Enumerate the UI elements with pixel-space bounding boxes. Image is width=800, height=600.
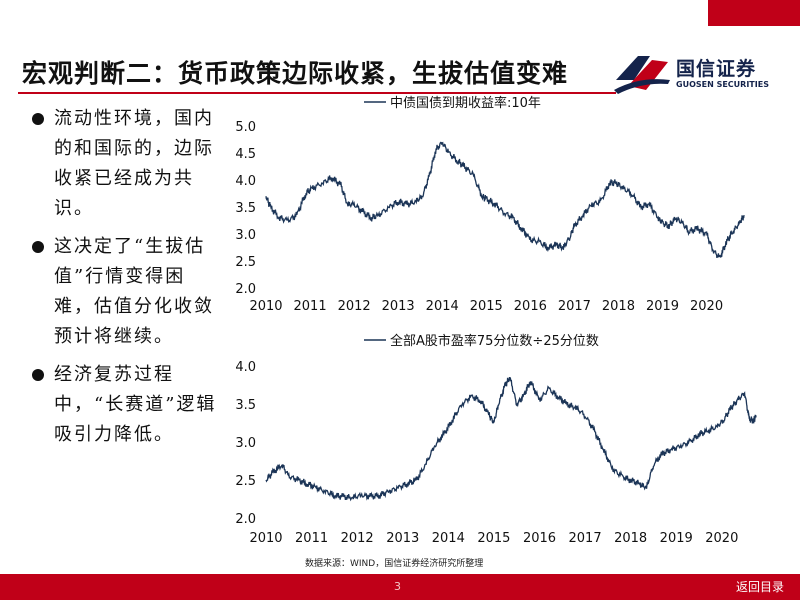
x-tick-label: 2017 — [569, 531, 602, 546]
company-logo: 国信证券 GUOSEN SECURITIES — [612, 50, 792, 98]
bond-yield-chart-svg: 中债国债到期收益率:10年 5.0 4.5 4.0 3.5 3.0 2.5 2.0 2010 20… — [235, 95, 745, 314]
y-tick-label: 5.0 — [235, 120, 256, 135]
x-tick-label: 2015 — [477, 531, 510, 546]
y-tick-label: 2.0 — [235, 512, 256, 527]
bullet-item: 这决定了“生拔估值”行情变得困难，估值分化收敛预计将继续。 — [30, 232, 220, 352]
series-line — [265, 377, 757, 502]
x-tick-label: 2011 — [294, 299, 327, 314]
x-tick-label: 2010 — [249, 299, 282, 314]
slide-title: 宏观判断二：货币政策边际收紧，生拔估值变难 — [22, 59, 569, 88]
logo-name: 国信证券 — [676, 58, 757, 80]
x-tick-label: 2016 — [523, 531, 556, 546]
bullet-dot-icon — [32, 241, 44, 253]
logo-mark-icon — [614, 56, 670, 94]
bullet-dot-icon — [32, 113, 44, 125]
footer-bar — [0, 574, 800, 600]
page-number: 3 — [394, 580, 401, 593]
y-tick-label: 3.0 — [235, 436, 256, 451]
logo-subtitle: GUOSEN SECURITIES — [676, 80, 769, 89]
series-line — [265, 141, 745, 259]
bullet-dot-icon — [32, 369, 44, 381]
x-tick-label: 2013 — [386, 531, 419, 546]
y-tick-label: 2.5 — [235, 255, 256, 270]
x-tick-label: 2013 — [382, 299, 415, 314]
back-to-contents-link[interactable]: 返回目录 — [736, 580, 785, 594]
bullet-text: 流动性环境，国内的和国际的，边际收紧已经成为共识。 — [54, 108, 214, 219]
x-tick-label: 2018 — [602, 299, 635, 314]
bullet-text: 经济复苏过程中，“长赛道”逻辑吸引力降低。 — [54, 364, 217, 445]
x-tick-label: 2012 — [341, 531, 374, 546]
footer-tab — [708, 0, 800, 26]
bullet-item: 流动性环境，国内的和国际的，边际收紧已经成为共识。 — [30, 104, 220, 224]
y-tick-label: 3.0 — [235, 228, 256, 243]
y-tick-label: 2.5 — [235, 474, 256, 489]
y-tick-label: 3.5 — [235, 201, 256, 216]
x-tick-label: 2017 — [558, 299, 591, 314]
x-tick-label: 2012 — [338, 299, 371, 314]
x-tick-label: 2020 — [705, 531, 738, 546]
x-tick-label: 2019 — [646, 299, 679, 314]
x-tick-label: 2011 — [295, 531, 328, 546]
bullet-text: 这决定了“生拔估值”行情变得困难，估值分化收敛预计将继续。 — [54, 236, 214, 347]
x-tick-label: 2014 — [432, 531, 465, 546]
x-tick-label: 2016 — [514, 299, 547, 314]
bond-yield-chart: 中债国债到期收益率:10年 5.0 4.5 4.0 3.5 3.0 2.5 2.0 2010 20… — [222, 88, 782, 318]
legend-label: 全部A股市盈率75分位数÷25分位数 — [390, 333, 599, 349]
title-divider — [18, 92, 616, 94]
pe-ratio-chart: 全部A股市盈率75分位数÷25分位数 4.0 3.5 3.0 2.5 2.0 2010 201… — [222, 326, 782, 554]
x-tick-label: 2019 — [660, 531, 693, 546]
y-tick-label: 4.5 — [235, 147, 256, 162]
x-tick-label: 2018 — [614, 531, 647, 546]
y-tick-label: 3.5 — [235, 398, 256, 413]
data-source-note: 数据来源：WIND，国信证券经济研究所整理 — [305, 559, 484, 569]
bullet-list: 流动性环境，国内的和国际的，边际收紧已经成为共识。 这决定了“生拔估值”行情变得… — [30, 104, 220, 458]
pe-ratio-chart-svg: 全部A股市盈率75分位数÷25分位数 4.0 3.5 3.0 2.5 2.0 2010 201… — [235, 333, 757, 546]
x-tick-label: 2014 — [426, 299, 459, 314]
bullet-item: 经济复苏过程中，“长赛道”逻辑吸引力降低。 — [30, 360, 220, 450]
x-tick-label: 2020 — [690, 299, 723, 314]
y-tick-label: 4.0 — [235, 360, 256, 375]
y-tick-label: 2.0 — [235, 282, 256, 297]
x-tick-label: 2010 — [249, 531, 282, 546]
y-tick-label: 4.0 — [235, 174, 256, 189]
legend-label: 中债国债到期收益率:10年 — [390, 95, 541, 111]
x-tick-label: 2015 — [470, 299, 503, 314]
